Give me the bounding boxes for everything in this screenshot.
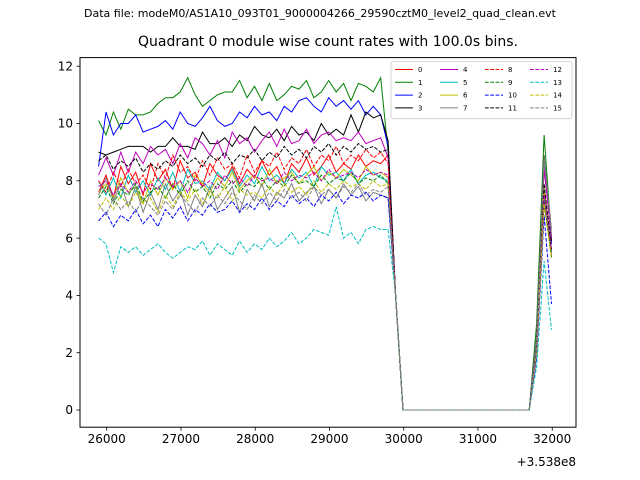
series-line-5 [98, 165, 552, 411]
data-file-title: Data file: modeM0/AS1A10_093T01_90000042… [84, 7, 556, 20]
legend-label-3: 3 [418, 105, 422, 113]
legend-label-2: 2 [418, 92, 422, 100]
y-tick-label: 12 [58, 59, 73, 73]
x-tick-label: 30000 [385, 432, 423, 446]
y-axis: 0 2 4 6 8 10 12 [58, 59, 80, 417]
x-tick-label: 31000 [459, 432, 497, 446]
series-line-9 [98, 171, 552, 411]
legend-label-0: 0 [418, 66, 422, 74]
series-line-1 [98, 75, 552, 411]
series-line-14 [98, 179, 552, 411]
legend-label-14: 14 [553, 92, 562, 100]
series-line-3 [98, 111, 552, 411]
series-line-6 [98, 165, 552, 411]
legend-label-4: 4 [463, 66, 468, 74]
legend-label-6: 6 [463, 92, 468, 100]
legend-label-7: 7 [463, 105, 467, 113]
x-axis: 26000 27000 28000 29000 30000 31000 32000 [88, 427, 571, 446]
y-tick-label: 10 [58, 117, 73, 131]
legend-label-9: 9 [508, 79, 512, 87]
legend-label-8: 8 [508, 66, 512, 74]
y-tick-label: 8 [65, 174, 73, 188]
y-tick-label: 0 [65, 403, 73, 417]
x-tick-label: 32000 [533, 432, 571, 446]
legend-label-13: 13 [553, 79, 562, 87]
x-tick-label: 29000 [310, 432, 348, 446]
chart-title: Quadrant 0 module wise count rates with … [138, 34, 518, 50]
y-tick-label: 4 [65, 289, 73, 303]
legend-label-15: 15 [553, 105, 562, 113]
legend-label-1: 1 [418, 79, 422, 87]
x-tick-label: 27000 [162, 432, 200, 446]
x-tick-label: 28000 [236, 432, 274, 446]
axes-frame [79, 57, 577, 428]
y-tick-label: 6 [65, 231, 73, 245]
series-line-10 [98, 191, 552, 411]
x-offset-label: +3.538e8 [517, 455, 576, 469]
series-line-15 [98, 154, 552, 411]
series-line-0 [98, 153, 552, 411]
legend-box [390, 61, 573, 120]
series-line-12 [98, 168, 552, 411]
x-tick-label: 26000 [88, 432, 126, 446]
series-line-13 [98, 206, 552, 411]
y-tick-label: 2 [65, 346, 73, 360]
series-line-11 [98, 142, 552, 411]
series-layer [98, 75, 552, 411]
legend-label-5: 5 [463, 79, 467, 87]
legend-label-12: 12 [553, 66, 562, 74]
legend-label-10: 10 [508, 92, 517, 100]
legend-label-11: 11 [508, 105, 517, 113]
